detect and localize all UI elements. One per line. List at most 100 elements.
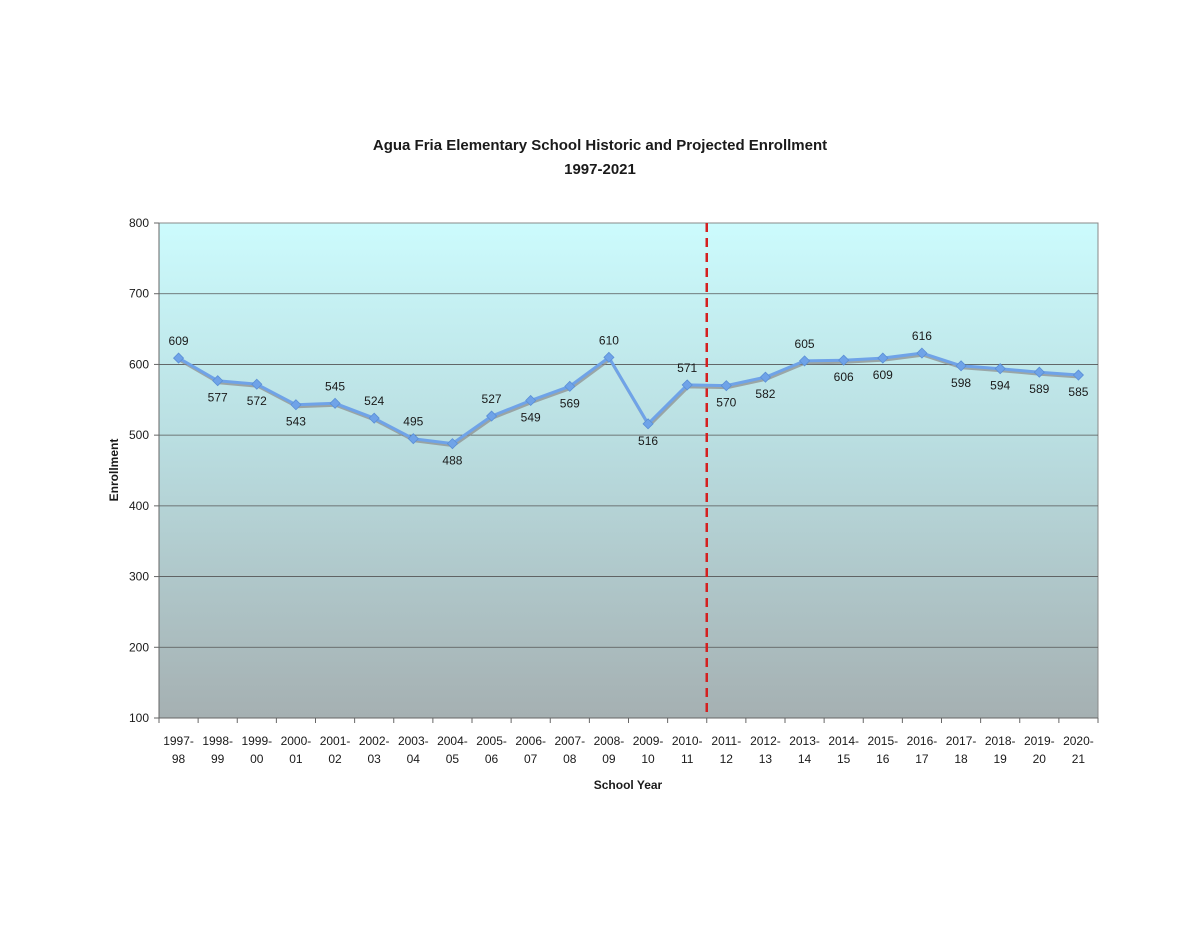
x-tick-label: 12	[720, 752, 734, 766]
x-tick-label: 2016-	[907, 734, 938, 748]
x-tick-label: 14	[798, 752, 812, 766]
x-axis-title: School Year	[594, 778, 663, 792]
data-label: 585	[1068, 385, 1088, 399]
x-tick-label: 2019-	[1024, 734, 1055, 748]
data-label: 549	[521, 410, 541, 424]
x-tick-label: 02	[328, 752, 342, 766]
x-tick-label: 06	[485, 752, 499, 766]
plot-area	[158, 222, 1099, 719]
data-point-marker	[955, 360, 967, 372]
data-point-marker	[525, 394, 537, 407]
y-tick-label: 200	[129, 640, 149, 654]
data-point-marker	[1033, 366, 1045, 378]
x-tick-label: 2000-	[281, 734, 312, 748]
data-label: 577	[208, 391, 228, 405]
y-tick-label: 800	[129, 216, 149, 230]
x-tick-label: 13	[759, 752, 773, 766]
data-label: 570	[716, 396, 736, 410]
data-label: 605	[795, 337, 815, 351]
data-point-marker	[446, 438, 459, 450]
x-tick-label: 1998-	[202, 734, 233, 748]
data-label: 488	[442, 454, 462, 468]
x-tick-label: 2018-	[985, 734, 1016, 748]
data-point-marker	[720, 380, 732, 392]
y-tick-label: 400	[129, 499, 149, 513]
data-label: 582	[755, 387, 775, 401]
data-point-marker	[798, 355, 811, 367]
x-tick-label: 2013-	[789, 734, 820, 748]
x-tick-label: 2003-	[398, 734, 429, 748]
x-tick-label: 2002-	[359, 734, 390, 748]
data-label: 589	[1029, 382, 1049, 396]
data-label: 569	[560, 396, 580, 410]
x-tick-label: 18	[954, 752, 968, 766]
x-tick-label: 08	[563, 752, 577, 766]
x-tick-label: 19	[994, 752, 1008, 766]
data-point-marker	[1072, 369, 1085, 381]
gridlines	[154, 222, 1098, 719]
data-point-marker	[759, 371, 772, 383]
data-label: 495	[403, 415, 423, 429]
x-tick-label: 2010-	[672, 734, 703, 748]
y-tick-label: 500	[129, 428, 149, 442]
x-tick-label: 21	[1072, 752, 1086, 766]
data-label: 527	[482, 392, 502, 406]
data-point-marker	[368, 412, 380, 424]
x-tick-label: 2005-	[476, 734, 507, 748]
x-tick-label: 2020-	[1063, 734, 1094, 748]
data-point-marker	[681, 379, 693, 391]
data-label: 610	[599, 333, 619, 347]
x-tick-label: 05	[446, 752, 460, 766]
data-label: 606	[834, 370, 854, 384]
x-tick-label: 98	[172, 752, 186, 766]
data-point-marker	[877, 352, 889, 364]
x-tick-label: 2004-	[437, 734, 468, 748]
x-tick-label: 1999-	[241, 734, 272, 748]
data-label: 598	[951, 376, 971, 390]
chart-title: Agua Fria Elementary School Historic and…	[373, 137, 827, 154]
x-tick-label: 2009-	[633, 734, 664, 748]
data-point-marker	[994, 363, 1006, 375]
x-tick-label: 1997-	[163, 734, 194, 748]
x-tick-label: 01	[289, 752, 303, 766]
data-point-marker	[172, 352, 185, 364]
x-tick-label: 15	[837, 752, 851, 766]
data-point-marker	[290, 399, 302, 411]
y-tick-label: 600	[129, 357, 149, 371]
series-line	[177, 351, 1079, 446]
x-tick-label: 2011-	[711, 734, 741, 748]
data-point-marker	[642, 418, 654, 430]
data-label: 545	[325, 379, 345, 393]
x-tick-label: 10	[641, 752, 655, 766]
x-tick-label: 2017-	[946, 734, 977, 748]
data-point-marker	[407, 433, 419, 445]
data-point-marker	[564, 380, 576, 392]
y-tick-label: 100	[129, 711, 149, 725]
x-tick-label: 03	[368, 752, 382, 766]
data-label: 609	[169, 334, 189, 348]
x-tick-label: 2015-	[867, 734, 898, 748]
x-tick-labels: 1997- 98 1998- 99 1999- 00 2000- 01 2001- 02 2002-…	[163, 734, 1094, 766]
y-tick-label: 700	[129, 287, 149, 301]
data-labels: 609 577 572 543 545 524 495 488 527 549 569 610 516 5…	[169, 329, 1089, 468]
x-tick-label: 16	[876, 752, 890, 766]
x-tick-label: 20	[1033, 752, 1047, 766]
data-label: 516	[638, 434, 658, 448]
data-point-marker	[916, 347, 928, 359]
data-point-marker	[212, 375, 224, 387]
x-tick-label: 2008-	[594, 734, 625, 748]
x-tick-label: 99	[211, 752, 225, 766]
x-tick-label: 2014-	[828, 734, 859, 748]
data-point-marker	[603, 351, 615, 363]
x-tick-label: 2006-	[515, 734, 546, 748]
x-tick-label: 2012-	[750, 734, 781, 748]
data-label: 616	[912, 329, 932, 343]
data-label: 572	[247, 394, 267, 408]
x-tick-label: 09	[602, 752, 616, 766]
x-tick-label: 04	[407, 752, 421, 766]
enrollment-series	[172, 347, 1085, 450]
x-tick-label: 2001-	[320, 734, 351, 748]
data-point-marker	[251, 378, 263, 390]
y-tick-label: 300	[129, 570, 149, 584]
